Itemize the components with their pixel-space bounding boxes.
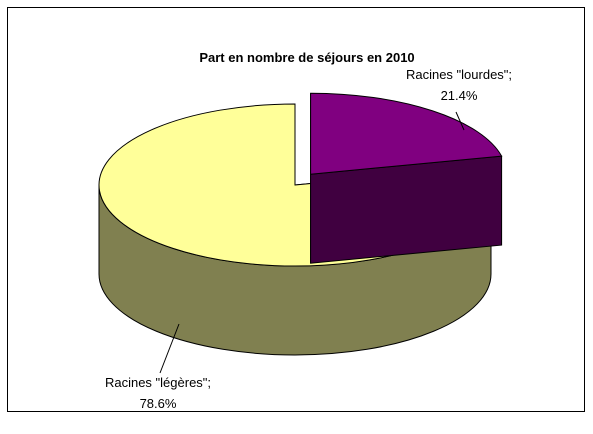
slice-label-lourdes-value: 21.4%	[441, 88, 478, 103]
slice-label-lourdes-name: Racines "lourdes";	[406, 67, 512, 82]
chart-title: Part en nombre de séjours en 2010	[199, 50, 414, 65]
slice-top-face	[310, 92, 503, 175]
slice-cut-face	[310, 155, 503, 264]
slice-label-legeres-value: 78.6%	[140, 396, 177, 411]
leader-line-lourdes	[455, 111, 465, 131]
slice-label-legeres-name: Racines "légères";	[105, 375, 211, 390]
leader-line-legeres	[159, 323, 180, 374]
pie-slices	[98, 92, 503, 356]
pie-slice-0	[310, 92, 503, 264]
